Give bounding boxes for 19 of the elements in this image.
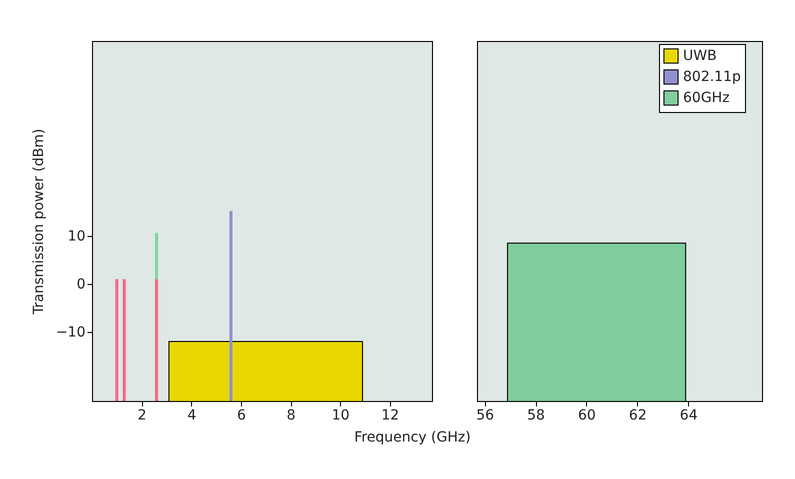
x-tick-label: 2 [138, 408, 147, 424]
x-tick-label: 58 [527, 408, 545, 424]
x-axis-title: Frequency (GHz) [354, 430, 471, 446]
x-tick-label: 12 [381, 408, 400, 424]
x-tick-label: 4 [187, 408, 196, 424]
x-tick-label: 64 [680, 408, 698, 424]
x-tick-label: 56 [476, 408, 494, 424]
x-tick-label: 8 [286, 408, 296, 424]
y-tick-label: 10 [68, 228, 86, 244]
x-tick-label: 10 [332, 408, 350, 424]
text: 60GHz [683, 90, 730, 106]
legend-label: 802.11p [683, 69, 741, 85]
y-tick-label: 0 [76, 276, 86, 292]
y-tick-label: −10 [56, 324, 86, 340]
x-tick-label: 62 [628, 408, 647, 424]
x-tick-label: 6 [236, 408, 246, 424]
legend-label: UWB [683, 48, 717, 64]
y-axis-title: Transmission power (dBm) [30, 128, 47, 316]
x-tick-label: 60 [578, 408, 596, 424]
